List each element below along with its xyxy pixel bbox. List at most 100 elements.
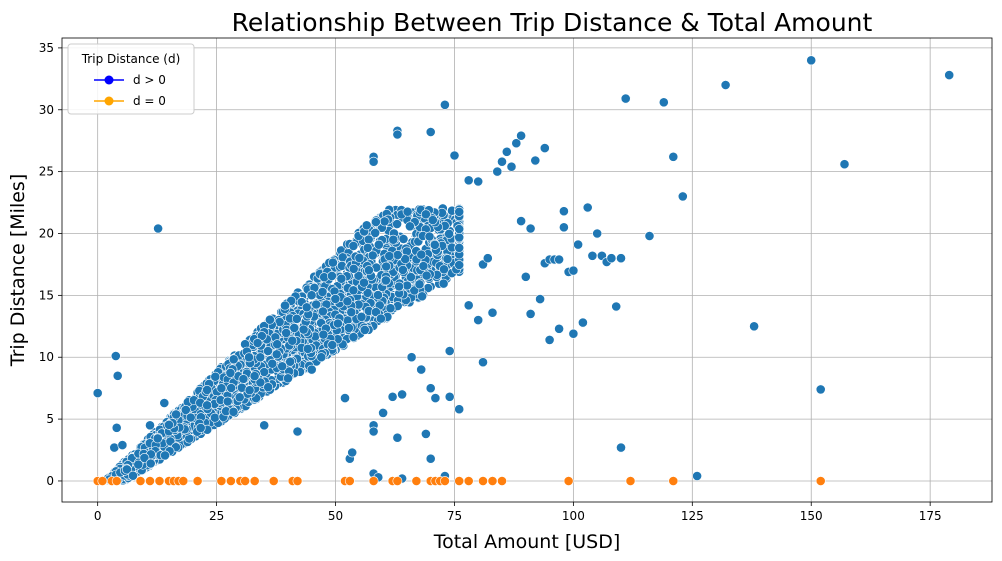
legend: Trip Distance (d) d > 0 d = 0 bbox=[67, 43, 195, 115]
data-point bbox=[112, 370, 123, 381]
data-point bbox=[554, 254, 564, 265]
data-point bbox=[359, 277, 369, 288]
plot-frame bbox=[61, 37, 993, 503]
data-point bbox=[563, 476, 574, 486]
data-point bbox=[473, 176, 484, 187]
y-tick-label: 30 bbox=[39, 103, 54, 117]
data-point bbox=[425, 383, 436, 394]
data-point bbox=[228, 354, 239, 365]
legend-box bbox=[67, 43, 195, 115]
data-point bbox=[330, 293, 341, 304]
data-point bbox=[606, 253, 617, 264]
data-point bbox=[424, 231, 435, 242]
data-point bbox=[291, 313, 302, 324]
data-point bbox=[277, 361, 288, 372]
data-point bbox=[454, 404, 465, 415]
data-point bbox=[353, 270, 364, 281]
data-point bbox=[356, 311, 367, 322]
data-point bbox=[272, 339, 283, 350]
data-point bbox=[153, 223, 163, 234]
data-point bbox=[487, 476, 498, 486]
data-point bbox=[501, 146, 512, 157]
data-point bbox=[375, 313, 386, 324]
chart-title: Relationship Between Trip Distance & Tot… bbox=[232, 8, 873, 37]
data-point bbox=[370, 307, 381, 317]
data-point bbox=[346, 307, 357, 318]
data-point bbox=[839, 159, 850, 170]
data-point bbox=[238, 374, 249, 384]
data-point bbox=[449, 150, 460, 161]
data-point bbox=[216, 383, 227, 394]
data-point bbox=[332, 318, 343, 329]
y-tick-label: 35 bbox=[39, 41, 54, 55]
data-point bbox=[336, 273, 347, 284]
data-point bbox=[620, 93, 631, 104]
data-point bbox=[327, 257, 338, 268]
data-point bbox=[348, 332, 359, 342]
data-point bbox=[439, 99, 450, 110]
data-point bbox=[195, 422, 206, 433]
data-point bbox=[482, 253, 493, 264]
data-point bbox=[692, 471, 702, 481]
data-point bbox=[367, 250, 378, 261]
legend-label-d-zero: d = 0 bbox=[133, 94, 166, 108]
data-point bbox=[92, 388, 103, 398]
data-point bbox=[368, 156, 379, 167]
data-point bbox=[280, 300, 290, 311]
data-point bbox=[439, 264, 449, 275]
data-point bbox=[318, 329, 329, 340]
data-point bbox=[454, 242, 465, 253]
y-tick-label: 0 bbox=[46, 474, 54, 488]
data-point bbox=[363, 265, 374, 276]
data-point bbox=[164, 419, 174, 430]
data-point bbox=[160, 450, 170, 461]
data-point bbox=[285, 356, 296, 367]
data-point bbox=[387, 391, 398, 402]
data-point bbox=[122, 464, 132, 475]
data-point bbox=[658, 97, 669, 108]
legend-title: Trip Distance (d) bbox=[81, 52, 181, 66]
data-point bbox=[559, 206, 569, 217]
data-point bbox=[625, 476, 636, 486]
data-point bbox=[109, 442, 120, 453]
data-point bbox=[385, 303, 396, 314]
data-point bbox=[378, 407, 388, 418]
data-point bbox=[668, 476, 679, 486]
data-point bbox=[133, 459, 144, 470]
data-point bbox=[225, 367, 236, 378]
data-point bbox=[492, 166, 503, 177]
data-point bbox=[392, 249, 403, 260]
data-point bbox=[159, 398, 170, 408]
data-point bbox=[444, 391, 455, 402]
data-point bbox=[97, 476, 108, 486]
y-tick-label: 15 bbox=[39, 288, 54, 302]
data-point bbox=[439, 476, 450, 486]
data-point bbox=[180, 404, 191, 415]
data-point bbox=[516, 130, 526, 141]
data-point bbox=[749, 321, 759, 332]
data-point bbox=[582, 202, 593, 213]
data-point bbox=[264, 314, 275, 325]
data-point bbox=[525, 223, 536, 234]
data-point bbox=[559, 222, 569, 233]
data-point bbox=[287, 335, 298, 346]
data-point bbox=[454, 476, 465, 486]
data-point bbox=[397, 389, 407, 400]
data-point bbox=[292, 476, 303, 486]
data-point bbox=[463, 476, 474, 486]
data-point bbox=[487, 307, 498, 318]
data-point bbox=[373, 239, 384, 250]
data-point bbox=[225, 476, 236, 486]
data-point bbox=[454, 224, 465, 234]
data-point bbox=[373, 290, 383, 300]
data-point bbox=[420, 209, 431, 220]
data-point bbox=[414, 279, 425, 290]
data-point bbox=[397, 264, 408, 275]
data-point bbox=[139, 452, 150, 463]
data-point bbox=[347, 447, 358, 458]
data-point bbox=[380, 275, 391, 286]
x-tick-label: 175 bbox=[919, 509, 942, 523]
data-point bbox=[348, 263, 359, 274]
data-point bbox=[234, 392, 245, 403]
data-point bbox=[192, 476, 203, 486]
